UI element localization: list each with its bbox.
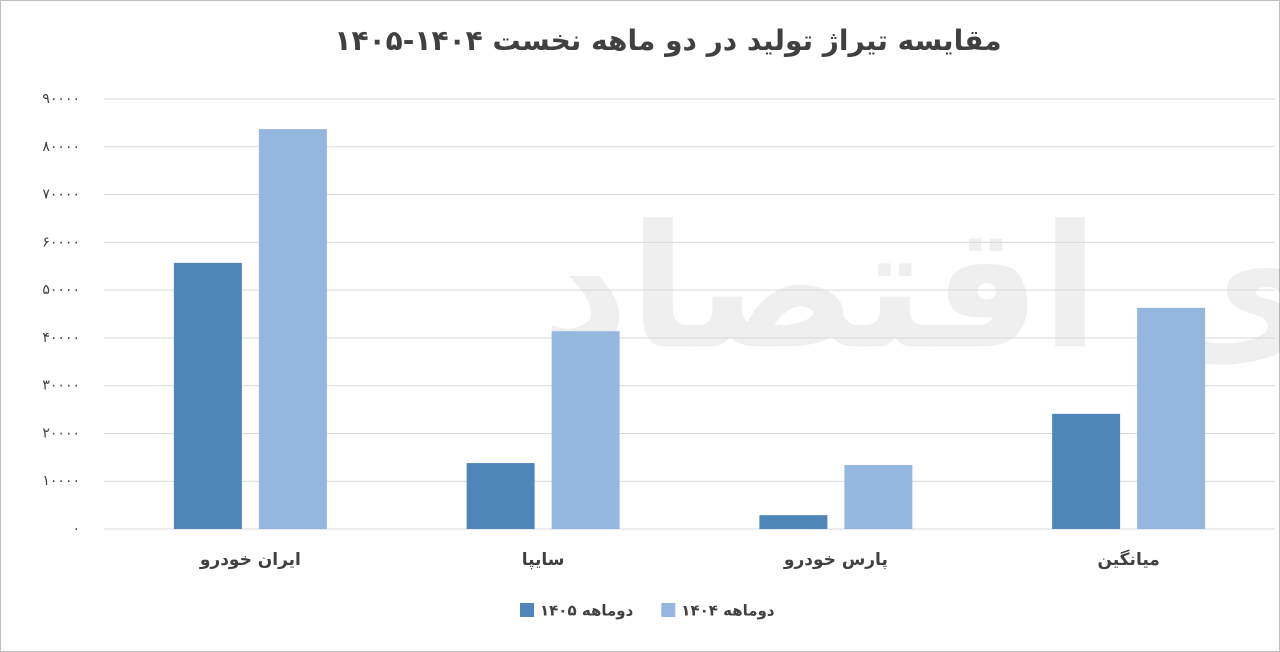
y-tick-label: ۸۰۰۰۰ bbox=[42, 139, 80, 155]
legend-swatch bbox=[520, 603, 534, 617]
bar bbox=[258, 129, 327, 529]
x-tick-label: میانگین bbox=[1097, 549, 1159, 570]
y-tick-label: ۹۰۰۰۰ bbox=[42, 91, 80, 107]
y-tick-label: ۲۰۰۰۰ bbox=[42, 425, 80, 441]
y-tick-label: ۶۰۰۰۰ bbox=[42, 234, 80, 250]
x-tick-label: ایران خودرو bbox=[199, 550, 301, 570]
chart-title: مقایسه تیراژ تولید در دو ماهه نخست ۱۴۰۴-… bbox=[334, 24, 1001, 57]
x-tick-label: سایپا bbox=[522, 550, 565, 570]
x-tick-label: پارس خودرو bbox=[783, 550, 888, 570]
bar bbox=[1137, 307, 1206, 529]
bar bbox=[551, 331, 620, 529]
y-tick-label: ۷۰۰۰۰ bbox=[42, 187, 80, 203]
legend-swatch bbox=[661, 603, 676, 617]
bar bbox=[173, 262, 242, 529]
y-tick-label: ۰ bbox=[72, 521, 80, 537]
bar bbox=[466, 463, 535, 529]
legend-label: دوماهه ۱۴۰۵ bbox=[540, 602, 634, 620]
bar bbox=[844, 464, 913, 529]
bar bbox=[759, 515, 828, 529]
y-tick-label: ۴۰۰۰۰ bbox=[42, 330, 80, 346]
y-tick-label: ۱۰۰۰۰ bbox=[42, 473, 80, 489]
legend-label: دوماهه ۱۴۰۴ bbox=[681, 602, 775, 620]
bar bbox=[1052, 413, 1121, 529]
y-tick-label: ۵۰۰۰۰ bbox=[42, 282, 80, 298]
y-tick-label: ۳۰۰۰۰ bbox=[42, 378, 80, 394]
